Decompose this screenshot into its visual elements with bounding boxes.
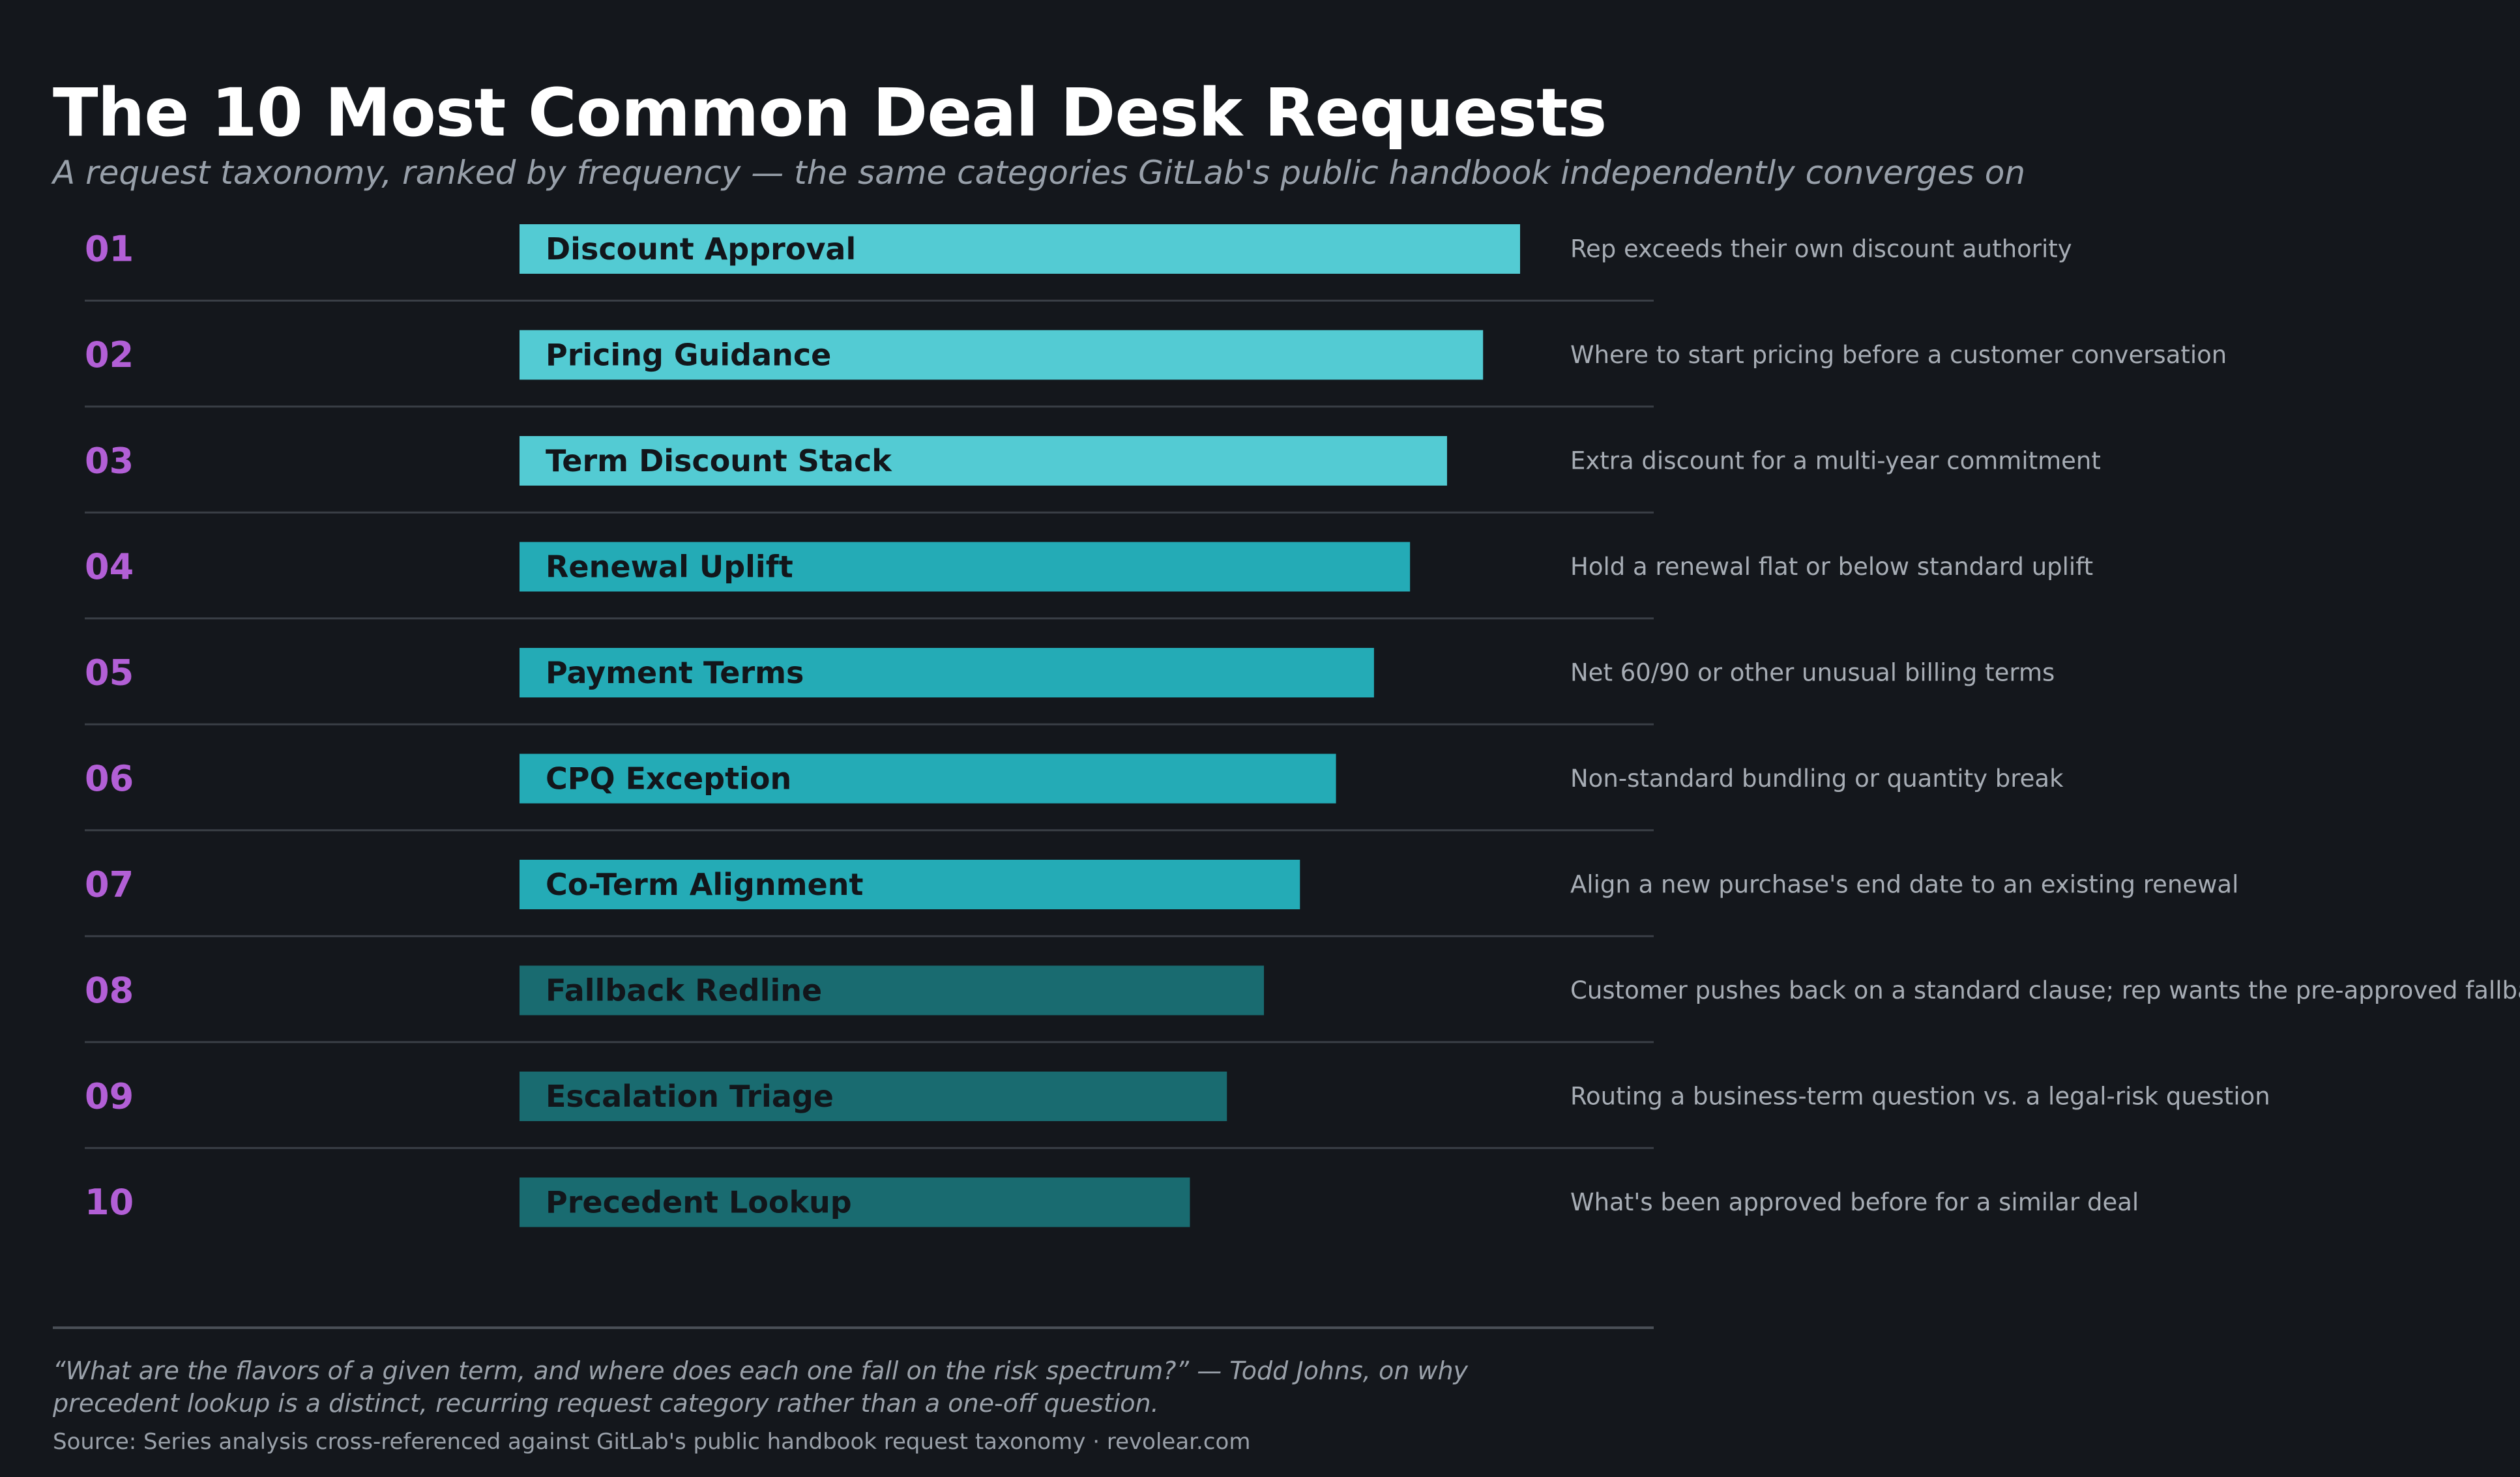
bar	[520, 648, 1374, 697]
bar	[520, 330, 1484, 380]
category-description: Routing a business-term question vs. a l…	[1570, 1083, 2270, 1111]
bar-label: Co-Term Alignment	[546, 867, 863, 902]
bar	[520, 542, 1411, 592]
rank-number: 05	[85, 652, 134, 694]
rank-number: 08	[85, 970, 134, 1011]
category-description: Net 60/90 or other unusual billing terms	[1570, 659, 2055, 687]
bar	[520, 753, 1336, 804]
category-description: Rep exceeds their own discount authority	[1570, 235, 2072, 263]
category-description: Extra discount for a multi-year commitme…	[1570, 447, 2101, 475]
bar-label: Pricing Guidance	[546, 338, 831, 373]
category-description: Customer pushes back on a standard claus…	[1570, 976, 2520, 1004]
rank-number: 03	[85, 441, 134, 482]
rank-number: 01	[85, 229, 134, 270]
bar	[520, 965, 1265, 1016]
bar	[520, 1177, 1190, 1227]
bar-label: Precedent Lookup	[546, 1185, 852, 1220]
category-description: Where to start pricing before a customer…	[1570, 341, 2227, 369]
footer-quote: “What are the flavors of a given term, a…	[53, 1356, 1469, 1418]
category-description: Hold a renewal flat or below standard up…	[1570, 553, 2093, 581]
bar	[520, 436, 1447, 486]
chart-subtitle: A request taxonomy, ranked by frequency …	[53, 154, 2026, 192]
bar-label: Discount Approval	[546, 231, 856, 267]
bar-label: Payment Terms	[546, 655, 804, 690]
rank-number: 09	[85, 1076, 134, 1117]
bar-label: Term Discount Stack	[546, 443, 892, 478]
rank-number: 04	[85, 546, 134, 587]
category-description: Non-standard bundling or quantity break	[1570, 765, 2064, 793]
bar	[520, 860, 1300, 909]
rank-number: 07	[85, 864, 134, 905]
bar-label: Escalation Triage	[546, 1079, 834, 1114]
category-description: What's been approved before for a simila…	[1570, 1188, 2139, 1216]
bar-label: CPQ Exception	[546, 761, 791, 797]
bar-label: Renewal Uplift	[546, 549, 793, 585]
chart-title: The 10 Most Common Deal Desk Requests	[53, 74, 1607, 152]
bar-label: Fallback Redline	[546, 973, 822, 1008]
rank-number: 10	[85, 1182, 134, 1223]
rank-number: 06	[85, 758, 134, 799]
bar	[520, 1072, 1227, 1121]
rank-number: 02	[85, 334, 134, 375]
category-description: Align a new purchase's end date to an ex…	[1570, 871, 2238, 899]
source-note: Source: Series analysis cross-referenced…	[53, 1429, 1251, 1455]
bar	[520, 224, 1520, 274]
